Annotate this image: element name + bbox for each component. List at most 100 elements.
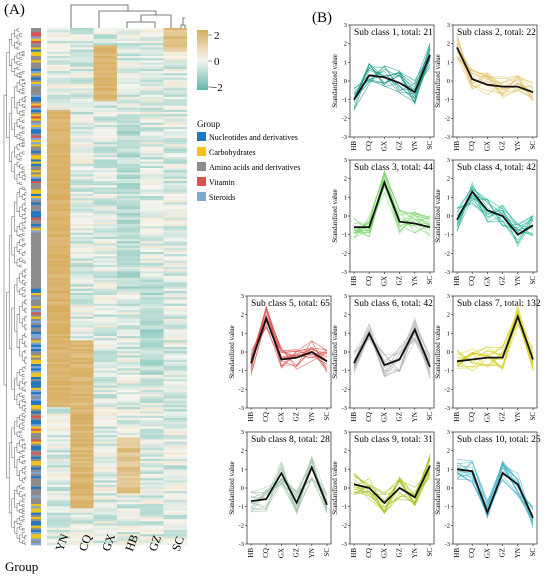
x-tick-label: CQ [365, 276, 373, 286]
group-cell [31, 411, 41, 414]
heatmap-cell [70, 109, 94, 113]
heatmap-cell [140, 288, 164, 292]
heatmap-cell [47, 536, 71, 539]
heatmap-cell [140, 245, 164, 249]
heatmap-cell [70, 473, 94, 477]
heatmap-cell [140, 314, 164, 317]
heatmap-cell [163, 415, 188, 419]
heatmap-cell [70, 114, 94, 117]
legend-item-steroids: Steroids [197, 192, 235, 202]
group-cell [31, 86, 41, 89]
heatmap-cell [70, 252, 94, 255]
subclass-plot: Sub class 4, total: 42-3-2-10123Standard… [434, 157, 538, 286]
row-dendrogram-branch [14, 68, 17, 76]
y-axis-label: Standardized value [434, 325, 442, 378]
row-dendrogram-branch [11, 427, 15, 458]
heatmap-cell [70, 435, 94, 438]
heatmap-cell [140, 152, 164, 156]
group-axis-label: Group [5, 559, 38, 574]
row-dendrogram-branch [16, 40, 20, 45]
heatmap-cell [47, 109, 71, 113]
heatmap-cell [47, 208, 71, 212]
heatmap-cell [70, 224, 94, 227]
heatmap-cell [163, 196, 188, 199]
row-dendrogram-branch [19, 99, 23, 106]
heatmap-cell [93, 86, 118, 89]
heatmap-cell [47, 437, 71, 440]
heatmap-cell [140, 456, 164, 460]
heatmap-cell [163, 542, 188, 546]
heatmap-cell [163, 336, 188, 339]
group-cell [31, 258, 41, 261]
heatmap-cell [47, 501, 71, 505]
group-cell [31, 71, 41, 74]
heatmap-cell [163, 140, 188, 143]
heatmap-cell [93, 413, 118, 417]
group-cell [31, 308, 41, 311]
heatmap-cell [47, 497, 71, 501]
heatmap-cell [140, 118, 164, 121]
heatmap-cell [70, 484, 94, 488]
heatmap-cell [47, 417, 71, 421]
group-cell [31, 400, 41, 404]
group-cell [31, 213, 41, 216]
heatmap-cell [93, 420, 118, 423]
heatmap-cell [116, 90, 141, 93]
heatmap-cell [93, 196, 118, 199]
heatmap-cell [116, 426, 141, 429]
x-tick-label: GZ [499, 412, 507, 421]
heatmap-cell [47, 480, 71, 483]
heatmap-cell [93, 346, 118, 350]
row-dendrogram-branch [16, 82, 20, 92]
heatmap-cell [163, 157, 188, 160]
heatmap-cell [93, 204, 118, 208]
row-dendrogram-branch [19, 491, 23, 497]
heatmap-cell [163, 394, 188, 397]
heatmap-cell [140, 226, 164, 229]
heatmap-cell [47, 264, 71, 268]
heatmap-cell [140, 430, 164, 434]
row-dendrogram-branch [19, 124, 23, 129]
row-dendrogram-branch [14, 29, 17, 38]
row-dendrogram-branch [11, 307, 15, 390]
group-cell [31, 219, 41, 223]
heatmap-cell [93, 187, 118, 190]
heatmap-cell [140, 219, 164, 223]
row-dendrogram-branch [11, 33, 15, 46]
row-dendrogram-branch [21, 193, 25, 200]
heatmap-cell [70, 303, 94, 307]
y-tick-label: -1 [445, 97, 450, 104]
y-tick-label: 2 [447, 41, 450, 48]
heatmap-cell [140, 256, 164, 259]
heatmap-cell [47, 426, 71, 429]
heatmap-cell [93, 323, 118, 326]
heatmap-cell [47, 51, 71, 55]
x-tick-label: GX [483, 548, 491, 558]
heatmap-cell [140, 527, 164, 531]
row-dendrogram-branch [21, 405, 25, 411]
row-dendrogram-branch [21, 243, 25, 248]
heatmap-cell [116, 295, 141, 298]
group-cell [31, 482, 41, 485]
row-dendrogram-branch [21, 170, 25, 174]
subclass-title: Sub class 10, total: 25 [457, 435, 541, 445]
group-cell [31, 127, 41, 130]
heatmap-cell [140, 476, 164, 479]
row-dendrogram-branch [14, 42, 17, 49]
subclass-plot: Sub class 5, total: 65-3-2-10123Standard… [228, 293, 332, 422]
heatmap-cell [116, 448, 141, 451]
heatmap-cell [140, 493, 164, 496]
heatmap-cell [163, 430, 188, 434]
heatmap-cell [140, 523, 164, 526]
group-cell [31, 512, 41, 516]
heatmap-cell [116, 346, 141, 350]
heatmap-cell [70, 221, 94, 225]
heatmap-cell [93, 290, 118, 294]
y-tick-label: 1 [344, 59, 347, 66]
y-tick-label: 0 [447, 213, 450, 220]
heatmap-cell [47, 295, 71, 298]
heatmap-cell [93, 473, 118, 477]
row-dendrogram-branch [24, 100, 26, 103]
member-line [353, 473, 431, 506]
heatmap-cell [140, 170, 164, 173]
